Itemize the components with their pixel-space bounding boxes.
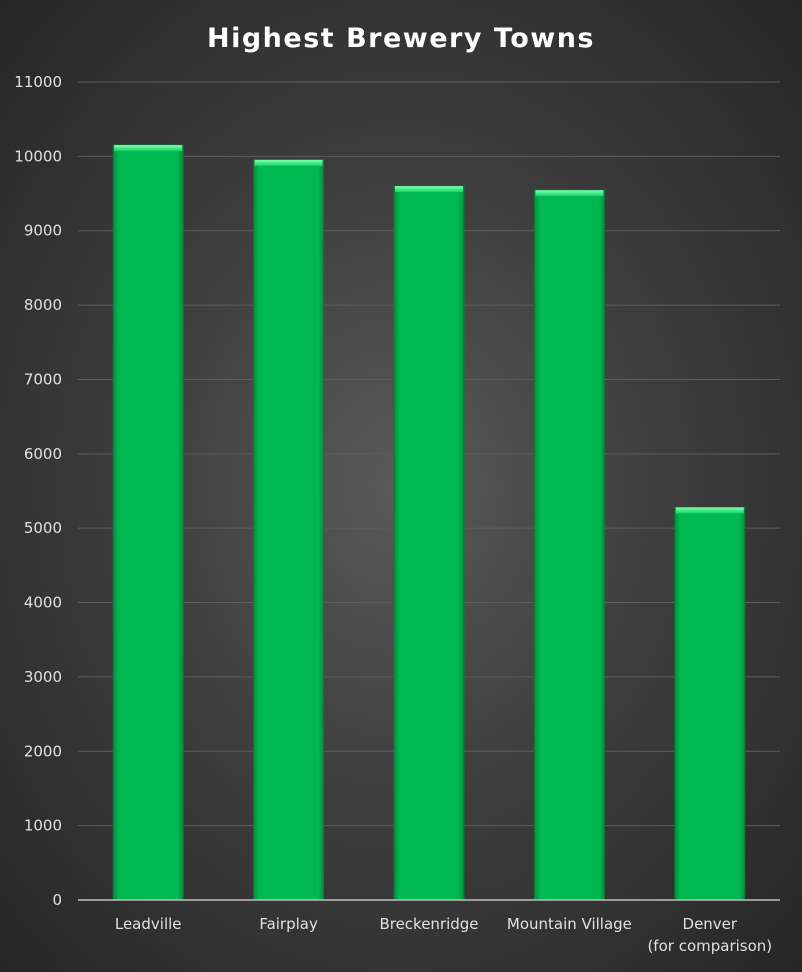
bar bbox=[253, 159, 325, 901]
x-axis-ticks: Leadville Fairplay Breckenridge Mountain Vi… bbox=[115, 915, 772, 955]
y-tick-label: 3000 bbox=[24, 668, 62, 686]
y-tick-label: 5000 bbox=[24, 519, 62, 537]
bar-highlight bbox=[114, 145, 183, 152]
y-tick-label: 2000 bbox=[24, 742, 62, 760]
y-tick-label: 8000 bbox=[24, 296, 62, 314]
bar bbox=[533, 189, 605, 901]
bar-highlight bbox=[535, 190, 604, 197]
bar bbox=[674, 506, 746, 901]
y-tick-label: 10000 bbox=[14, 147, 62, 165]
y-tick-label: 1000 bbox=[24, 817, 62, 835]
y-axis-ticks: 0 1000 2000 3000 4000 5000 6000 7000 8000 9000 100… bbox=[14, 73, 62, 909]
y-tick-label: 7000 bbox=[24, 370, 62, 388]
y-tick-label: 6000 bbox=[24, 445, 62, 463]
x-tick-label: Mountain Village bbox=[507, 915, 632, 933]
chart-title: Highest Brewery Towns bbox=[207, 23, 595, 54]
bar bbox=[393, 185, 465, 901]
x-tick-label: Fairplay bbox=[259, 915, 318, 933]
y-tick-label: 0 bbox=[52, 891, 62, 909]
bar-highlight bbox=[675, 507, 744, 514]
x-tick-label: Leadville bbox=[115, 915, 182, 933]
x-tick-label: (for comparison) bbox=[647, 937, 772, 955]
y-tick-label: 4000 bbox=[24, 594, 62, 612]
x-tick-label: Breckenridge bbox=[379, 915, 478, 933]
y-tick-label: 11000 bbox=[14, 73, 62, 91]
bars bbox=[112, 144, 746, 901]
bar-highlight bbox=[254, 159, 323, 166]
bar bbox=[112, 144, 184, 901]
bar-highlight bbox=[395, 186, 463, 193]
x-tick-label: Denver bbox=[683, 915, 738, 933]
y-tick-label: 9000 bbox=[24, 222, 62, 240]
